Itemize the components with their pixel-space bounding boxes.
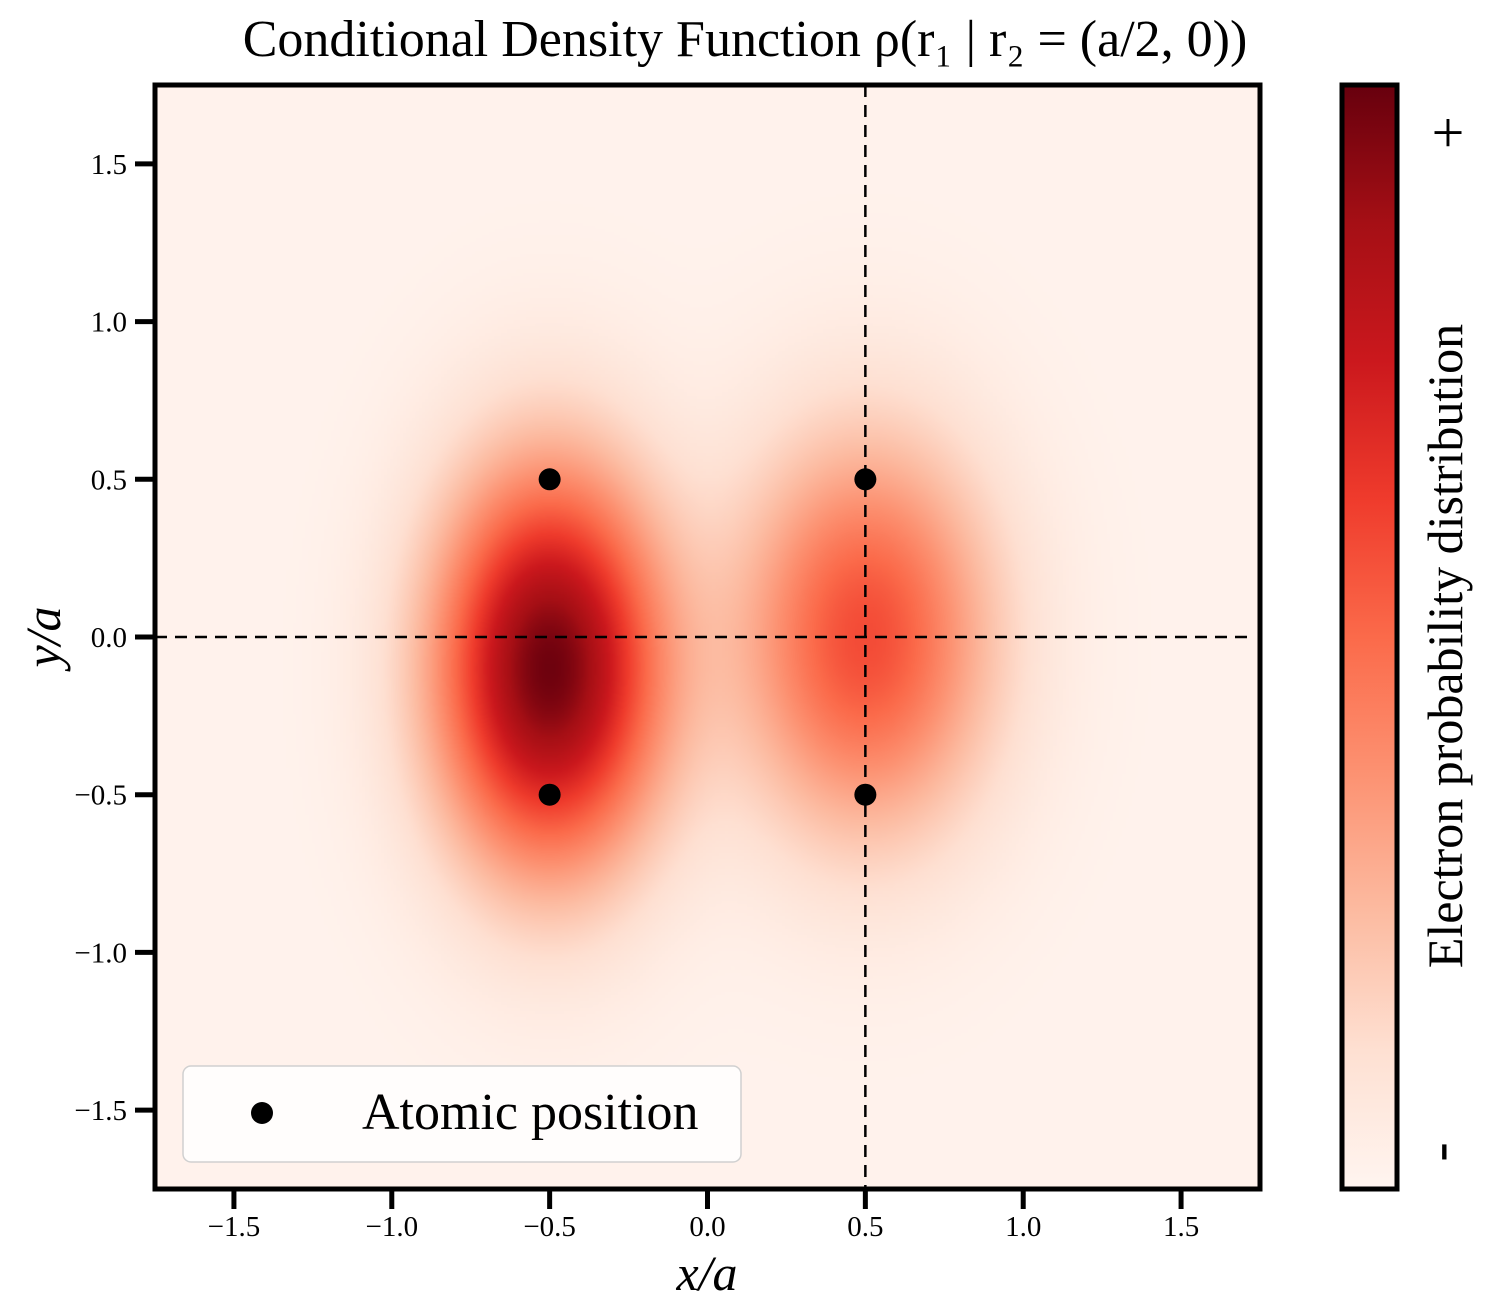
colorbar-label: Electron probability distribution (1417, 324, 1473, 968)
atomic-position-marker (854, 468, 877, 491)
x-tick-label: −1.5 (208, 1211, 261, 1243)
y-tick-label: 0.0 (91, 622, 127, 654)
colorbar-bottom-label: - (1406, 1142, 1471, 1161)
x-tick-label: 0.5 (847, 1211, 883, 1243)
y-tick-label: −1.0 (74, 937, 127, 969)
atomic-position-marker (538, 783, 561, 806)
x-tick-label: 1.5 (1163, 1211, 1199, 1243)
y-tick-label: −1.5 (74, 1095, 127, 1127)
y-tick-label: 1.0 (91, 307, 127, 339)
legend: Atomic position (182, 1065, 742, 1163)
atomic-position-marker (538, 468, 561, 491)
colorbar-gradient (1339, 82, 1400, 1192)
atomic-position-marker (854, 783, 877, 806)
x-axis-label: x/a (675, 1245, 737, 1301)
legend-marker (251, 1102, 273, 1124)
colorbar-top-label: + (1432, 100, 1465, 165)
y-tick-label: −0.5 (74, 780, 127, 812)
x-tick-label: 1.0 (1005, 1211, 1041, 1243)
x-tick-label: 0.0 (689, 1211, 725, 1243)
y-axis-label: y/a (15, 606, 71, 672)
chart-title: Conditional Density Function ρ(r₁ | r₂ =… (243, 11, 1248, 68)
colorbar: + - Electron probability distribution (1339, 82, 1473, 1192)
legend-label: Atomic position (362, 1084, 699, 1141)
y-tick-label: 1.5 (91, 149, 127, 181)
x-tick-label: −0.5 (523, 1211, 576, 1243)
x-tick-label: −1.0 (365, 1211, 418, 1243)
y-tick-label: 0.5 (91, 464, 127, 496)
legend-box (182, 1065, 742, 1163)
